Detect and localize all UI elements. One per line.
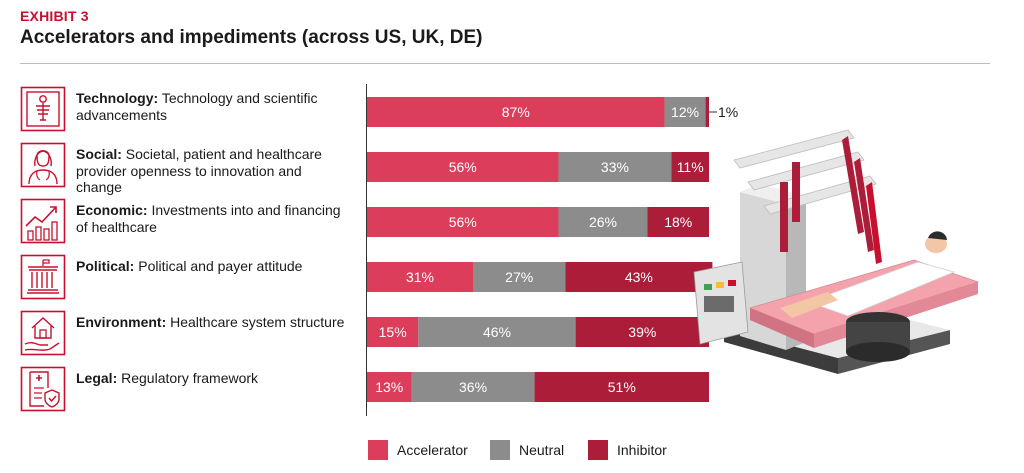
factor-description: Societal, patient and healthcare provide… — [76, 146, 322, 195]
bar-economic-neutral — [558, 207, 648, 237]
factor-name: Economic: — [76, 202, 148, 218]
data-label: 43% — [625, 269, 653, 285]
technology-icon — [20, 86, 66, 132]
factor-political: Political: Political and payer attitude — [20, 254, 360, 300]
data-label: 56% — [449, 214, 477, 230]
factor-description: Technology and scientific advancements — [76, 90, 318, 123]
bar-environment-neutral — [418, 317, 576, 347]
factor-name: Political: — [76, 258, 135, 274]
bar-social-inhibitor — [671, 152, 709, 182]
bar-political-accelerator — [367, 262, 474, 292]
bar-economic-inhibitor — [647, 207, 709, 237]
bar-legal-neutral — [411, 372, 535, 402]
factor-description: Regulatory framework — [117, 370, 259, 386]
bar-environment-accelerator — [367, 317, 419, 347]
factor-description: Healthcare system structure — [166, 314, 345, 330]
legend-swatch-inhibitor — [588, 440, 608, 460]
data-label: 33% — [601, 159, 629, 175]
bar-political-neutral — [473, 262, 566, 292]
bar-legal-inhibitor — [534, 372, 709, 402]
factor-social: Social: Societal, patient and healthcare… — [20, 142, 360, 195]
data-label: 87% — [502, 104, 530, 120]
data-label: 51% — [608, 379, 636, 395]
data-label: 46% — [483, 324, 511, 340]
legend-swatch-accelerator — [368, 440, 388, 460]
chart-axis-line — [366, 84, 367, 416]
data-label: 1% — [718, 104, 738, 120]
data-label: 13% — [375, 379, 403, 395]
factor-name: Legal: — [76, 370, 118, 386]
data-label: 27% — [505, 269, 533, 285]
legend-swatch-neutral — [490, 440, 510, 460]
data-label: 31% — [406, 269, 434, 285]
data-label: 26% — [589, 214, 617, 230]
legal-icon — [20, 366, 66, 412]
title-divider — [20, 63, 990, 64]
data-label: 56% — [449, 159, 477, 175]
environment-icon — [20, 310, 66, 356]
factor-technology: Technology: Technology and scientific ad… — [20, 86, 360, 132]
factor-description: Political and payer attitude — [134, 258, 303, 274]
economic-icon — [20, 198, 66, 244]
bar-technology-neutral — [664, 97, 706, 127]
factor-name: Technology: — [76, 90, 159, 106]
factor-legal: Legal: Regulatory framework — [20, 366, 360, 412]
bar-political-inhibitor — [565, 262, 713, 292]
bar-technology-accelerator — [367, 97, 665, 127]
bar-environment-inhibitor — [575, 317, 709, 347]
legend-label: Neutral — [519, 442, 565, 458]
data-label: 18% — [664, 214, 692, 230]
data-label: 36% — [459, 379, 487, 395]
bar-economic-accelerator — [367, 207, 559, 237]
factor-description: Investments into and financing of health… — [76, 202, 341, 235]
chart-title: Accelerators and impediments (across US,… — [20, 27, 483, 48]
bar-legal-accelerator — [367, 372, 412, 402]
data-label: 12% — [671, 104, 699, 120]
data-label: 11% — [677, 159, 704, 175]
bar-social-neutral — [558, 152, 672, 182]
legend-label: Inhibitor — [617, 442, 667, 458]
data-label: 39% — [628, 324, 656, 340]
factor-economic: Economic: Investments into and financing… — [20, 198, 360, 244]
factor-name: Environment: — [76, 314, 167, 330]
bar-social-accelerator — [367, 152, 559, 182]
data-label: 15% — [379, 324, 407, 340]
exhibit-label: EXHIBIT 3 — [20, 8, 89, 24]
factor-environment: Environment: Healthcare system structure — [20, 310, 360, 356]
legend-label: Accelerator — [397, 442, 468, 458]
bar-technology-inhibitor — [705, 97, 709, 127]
political-icon — [20, 254, 66, 300]
factor-name: Social: — [76, 146, 122, 162]
surgical-robot-illustration — [693, 129, 980, 374]
social-icon — [20, 142, 66, 188]
